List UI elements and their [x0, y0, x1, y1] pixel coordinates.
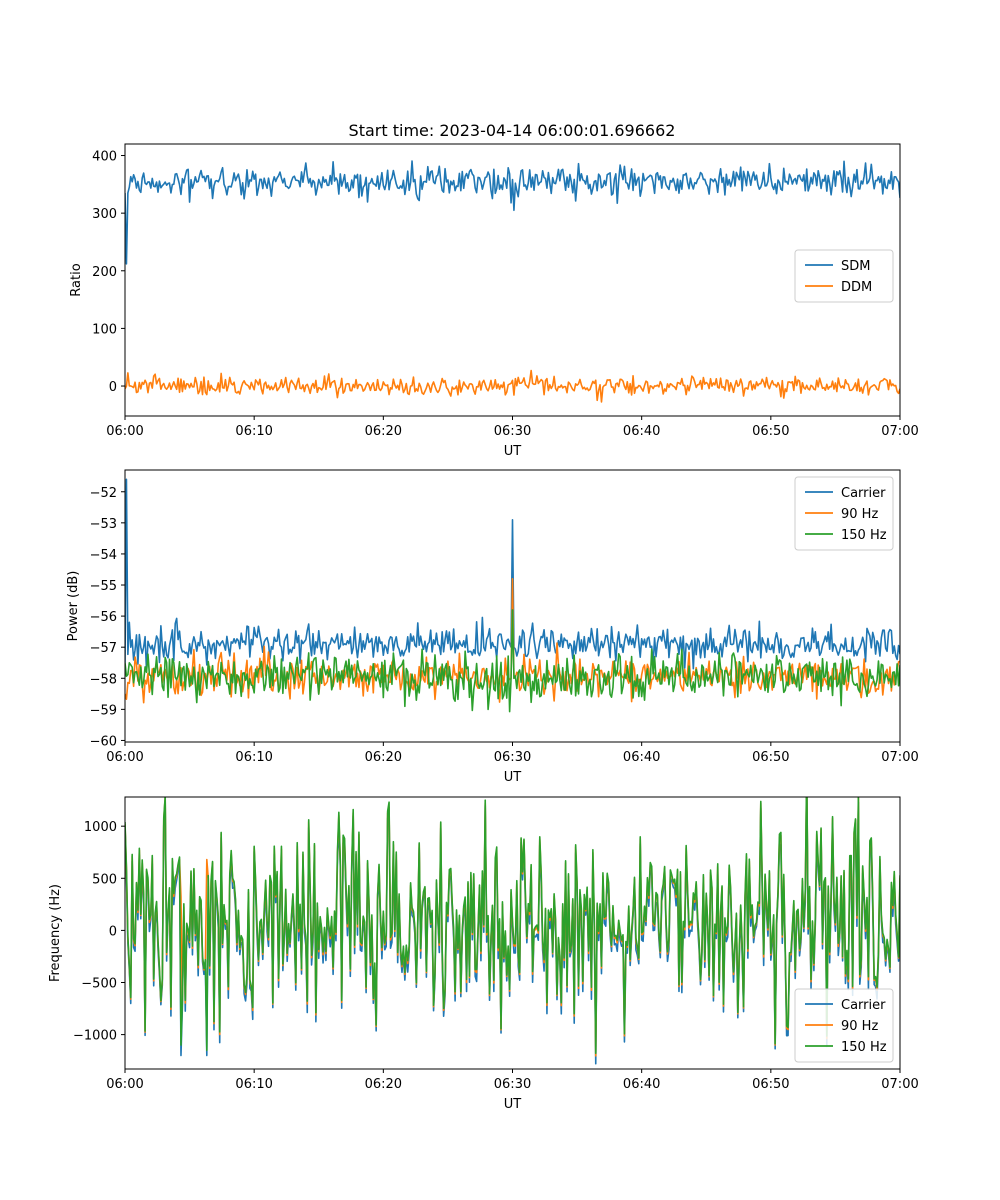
x-axis-label: UT: [504, 444, 522, 459]
chart-panel-1: 06:00 06:10 06:20 06:30 06:40 06:50 07:00 0 100 2…: [69, 143, 919, 459]
legend-entry: Carrier: [841, 998, 886, 1013]
x-tick-label: 06:10: [235, 1077, 272, 1092]
x-axis-label: UT: [504, 770, 522, 785]
x-tick-label: 06:20: [365, 750, 402, 765]
series-line-ddm: [125, 369, 900, 403]
y-axis-label: Frequency (Hz): [48, 884, 63, 982]
plot-area: [125, 478, 900, 713]
plot-area: [125, 797, 900, 1065]
y-tick-label: −56: [90, 610, 117, 625]
x-tick-label: 06:00: [106, 1077, 143, 1092]
legend-entry: 90 Hz: [841, 507, 878, 522]
legend-entry: 150 Hz: [841, 1040, 887, 1055]
y-tick-label: −1000: [73, 1029, 117, 1044]
y-tick-label: −53: [90, 517, 117, 532]
legend-box: [794, 249, 894, 303]
x-tick-label: 06:20: [365, 1077, 402, 1092]
x-tick-label: 06:10: [235, 424, 272, 439]
y-tick-label: 1000: [84, 820, 117, 835]
plot-area: [125, 160, 900, 403]
x-tick-label: 06:20: [365, 424, 402, 439]
x-tick-label: 06:50: [752, 424, 789, 439]
y-tick-label: −54: [90, 548, 117, 563]
y-tick-label: −60: [90, 734, 117, 749]
x-tick-label: 06:00: [106, 424, 143, 439]
y-tick-label: −57: [90, 641, 117, 656]
x-tick-label: 07:00: [881, 750, 918, 765]
y-tick-label: 500: [92, 872, 117, 887]
legend-entry: 150 Hz: [841, 528, 887, 543]
x-tick-label: 06:30: [494, 424, 531, 439]
y-tick-label: −52: [90, 486, 117, 501]
legend: Carrier 90 Hz 150 Hz: [794, 476, 894, 551]
series-line-150-hz: [125, 797, 900, 1054]
chart-panel-3: 06:00 06:10 06:20 06:30 06:40 06:50 07:00 −1000…: [48, 796, 919, 1112]
y-tick-label: −55: [90, 579, 117, 594]
series-line-150-hz: [125, 609, 900, 713]
x-axis-label: UT: [504, 1097, 522, 1112]
x-tick-label: 07:00: [881, 424, 918, 439]
legend-box: [794, 476, 894, 551]
x-tick-label: 06:50: [752, 750, 789, 765]
x-tick-label: 06:30: [494, 750, 531, 765]
x-tick-label: 06:50: [752, 1077, 789, 1092]
x-tick-label: 06:30: [494, 1077, 531, 1092]
x-tick-label: 06:40: [623, 1077, 660, 1092]
legend: SDM DDM: [794, 249, 894, 303]
legend-entry: DDM: [841, 280, 872, 295]
y-tick-label: −58: [90, 672, 117, 687]
chart-panel-2: 06:00 06:10 06:20 06:30 06:40 06:50 07:00 −60 −5…: [66, 469, 919, 785]
y-axis-label: Ratio: [69, 263, 84, 296]
y-tick-label: 0: [109, 924, 117, 939]
x-tick-label: 06:10: [235, 750, 272, 765]
legend-entry: Carrier: [841, 486, 886, 501]
x-tick-label: 06:40: [623, 424, 660, 439]
x-tick-label: 06:40: [623, 750, 660, 765]
figure-title: Start time: 2023-04-14 06:00:01.696662: [349, 121, 676, 140]
y-tick-label: 400: [92, 150, 117, 165]
legend-entry: 90 Hz: [841, 1019, 878, 1034]
series-line-sdm: [125, 160, 900, 265]
legend: Carrier 90 Hz 150 Hz: [794, 988, 894, 1063]
y-tick-label: −500: [81, 977, 117, 992]
y-axis-label: Power (dB): [66, 571, 81, 642]
x-tick-label: 07:00: [881, 1077, 918, 1092]
series-line-carrier: [125, 478, 900, 673]
y-tick-label: 200: [92, 265, 117, 280]
y-tick-label: −59: [90, 703, 117, 718]
y-tick-label: 0: [109, 380, 117, 395]
y-tick-label: 100: [92, 322, 117, 337]
legend-box: [794, 988, 894, 1063]
x-tick-label: 06:00: [106, 750, 143, 765]
y-tick-label: 300: [92, 207, 117, 222]
legend-entry: SDM: [841, 259, 870, 274]
